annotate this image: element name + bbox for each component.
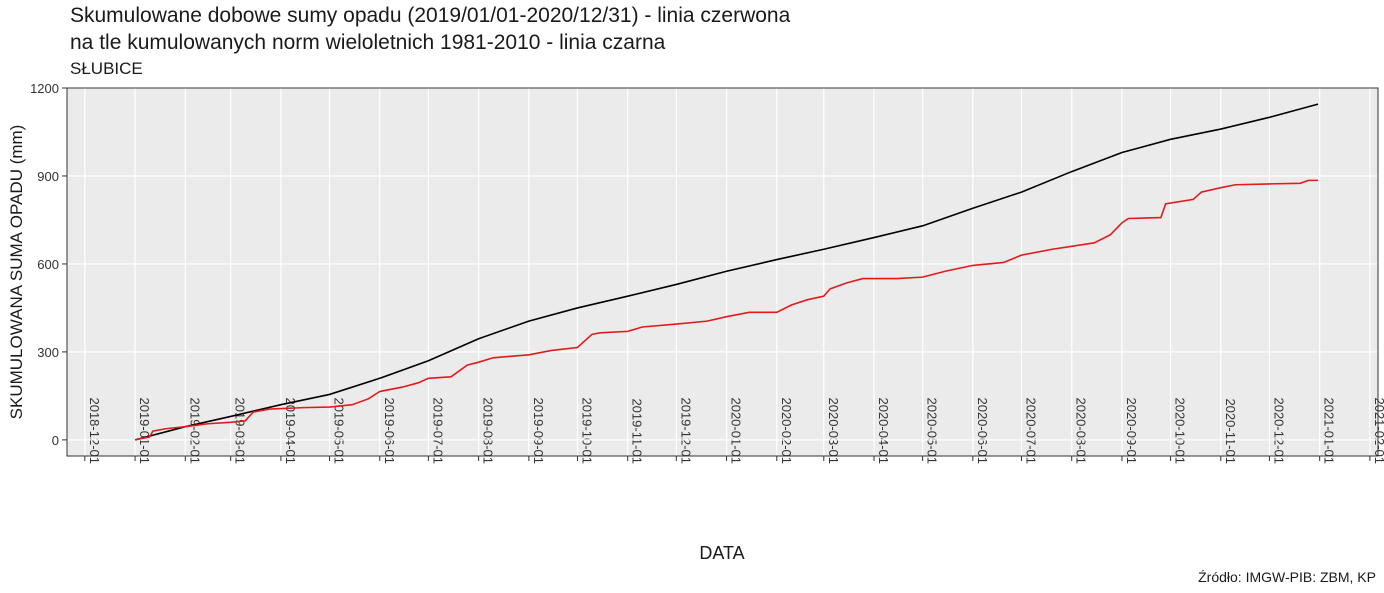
chart-title: Skumulowane dobowe sumy opadu (2019/01/0… (70, 4, 791, 27)
x-tick-label: 2019-03-01 (233, 398, 248, 465)
y-tick-label: 600 (37, 257, 59, 272)
x-tick-label: 2019-09-01 (531, 398, 546, 465)
x-tick-label: 2019-12-01 (678, 398, 693, 465)
y-axis-label: SKUMULOWANA SUMA OPADU (mm) (7, 125, 26, 420)
x-tick-label: 2019-04-01 (283, 398, 298, 465)
x-tick-label: 2021-01-01 (1322, 398, 1337, 465)
x-tick-label: 2019-08-01 (481, 398, 496, 465)
x-tick-label: 2019-10-01 (579, 398, 594, 465)
x-tick-label: 2020-03-01 (826, 398, 841, 465)
x-tick-label: 2020-09-01 (1124, 398, 1139, 465)
data-line (134, 103, 1319, 441)
chart-title: na tle kumulowanych norm wieloletnich 19… (70, 31, 666, 54)
x-tick-label: 2020-05-01 (925, 398, 940, 465)
x-tick-label: 2020-01-01 (729, 398, 744, 465)
x-tick-label: 2020-11-01 (1223, 398, 1238, 464)
y-tick-label: 0 (52, 433, 59, 448)
x-tick-label: 2020-12-01 (1271, 398, 1286, 465)
x-axis-label: DATA (699, 543, 744, 563)
y-tick-label: 300 (37, 345, 59, 360)
x-tick-label: 2020-06-01 (975, 398, 990, 465)
x-tick-label: 2019-05-01 (332, 398, 347, 465)
x-tick-label: 2019-02-01 (187, 398, 202, 465)
y-tick-label: 900 (37, 169, 59, 184)
chart-subtitle: SŁUBICE (70, 59, 143, 78)
y-tick-label: 1200 (30, 81, 59, 96)
x-tick-label: 2020-04-01 (876, 398, 891, 465)
x-tick-label: 2018-12-01 (87, 398, 102, 465)
plot-border (66, 87, 1379, 457)
data-line (134, 179, 1319, 441)
x-tick-label: 2019-01-01 (137, 398, 152, 465)
x-tick-label: 2019-11-01 (630, 398, 645, 464)
source: Źródło: IMGW-PIB: ZBM, KP (1198, 569, 1376, 585)
x-tick-label: 2020-02-01 (779, 398, 794, 465)
x-tick-label: 2019-06-01 (382, 398, 397, 465)
x-tick-label: 2020-10-01 (1173, 398, 1188, 465)
x-tick-label: 2019-07-01 (430, 398, 445, 465)
x-tick-label: 2020-07-01 (1023, 398, 1038, 465)
x-tick-label: 2020-08-01 (1074, 398, 1089, 465)
